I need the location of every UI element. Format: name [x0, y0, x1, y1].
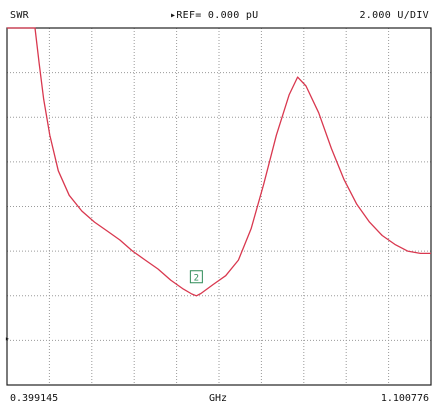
reference-level-label: ▸REF= 0.000 pU — [170, 10, 259, 21]
marker-box — [189, 270, 203, 284]
swr-trace — [7, 27, 431, 297]
plot-frame — [6, 27, 432, 386]
scale-per-division-label: 2.000 U/DIV — [359, 10, 429, 21]
frequency-unit-label: GHz — [209, 393, 228, 404]
measurement-mode-label: SWR — [10, 10, 29, 21]
marker-label: 2 — [194, 273, 199, 283]
stop-frequency-label: 1.100776 — [380, 393, 429, 404]
start-frequency-label: 0.399145 — [10, 393, 59, 404]
reference-pointer-icon: ▸ — [5, 334, 10, 343]
